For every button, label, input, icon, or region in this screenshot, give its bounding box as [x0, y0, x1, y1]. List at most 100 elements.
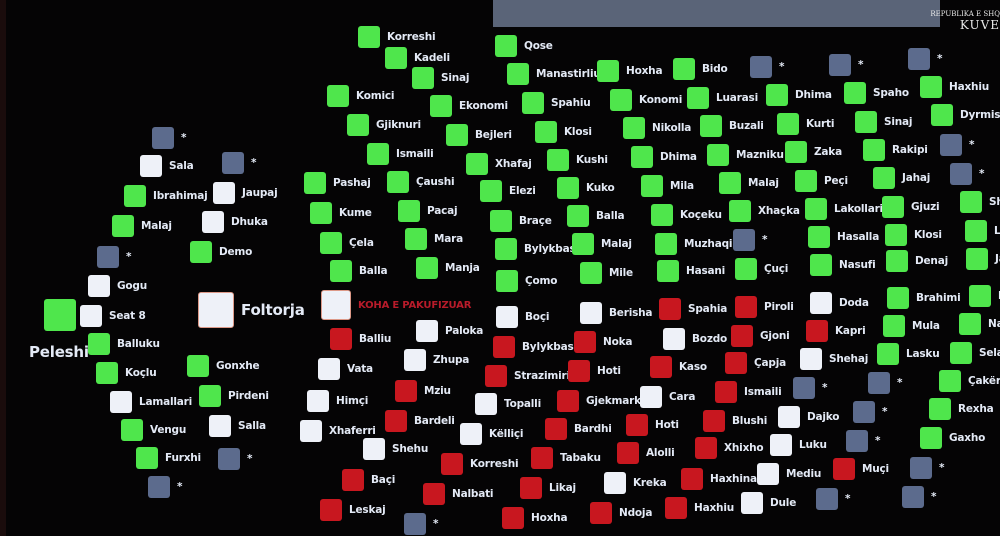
vote-indicator-yes — [416, 257, 438, 279]
member-name: Nikolla — [652, 122, 692, 134]
member-seat: Demo — [190, 241, 252, 263]
member-seat: Gjuzi — [882, 196, 940, 218]
member-seat: Leskaj — [320, 499, 386, 521]
member-seat: * — [908, 48, 943, 70]
member-name: Bu — [998, 290, 1000, 302]
member-name: Dhuka — [231, 216, 268, 228]
member-name: Baçi — [371, 474, 396, 486]
vote-indicator-abstain — [307, 390, 329, 412]
vote-indicator-yes — [387, 171, 409, 193]
member-seat: Çela — [320, 232, 374, 254]
vote-indicator-absent — [902, 486, 924, 508]
vote-indicator-abstain — [663, 328, 685, 350]
vote-indicator-yes — [580, 262, 602, 284]
member-seat: Baçi — [342, 469, 395, 491]
vote-indicator-yes — [795, 170, 817, 192]
member-name: Rakipi — [892, 144, 928, 156]
member-name: Elezi — [509, 185, 536, 197]
member-name: Klosi — [564, 126, 592, 138]
member-seat: Malaj — [572, 233, 632, 255]
vote-indicator-no — [385, 410, 407, 432]
member-name: Jahaj — [902, 172, 931, 184]
member-name: Hasalla — [837, 231, 880, 243]
member-seat: Bu — [969, 285, 1000, 307]
member-name: Spahia — [688, 303, 728, 315]
member-name: Cara — [669, 391, 696, 403]
vote-indicator-no — [695, 437, 717, 459]
vote-indicator-abstain — [757, 463, 779, 485]
member-seat: Koçlu — [96, 362, 157, 384]
member-name: * — [247, 453, 253, 465]
member-name: Bardeli — [414, 415, 455, 427]
member-seat: Klosi — [535, 121, 592, 143]
member-seat: Haxhiu — [665, 497, 734, 519]
member-name: Haxhiu — [949, 81, 989, 93]
member-seat: Kapri — [806, 320, 866, 342]
vote-indicator-yes — [808, 226, 830, 248]
member-seat: Gjekmarkaj — [557, 390, 651, 412]
vote-indicator-abstain — [496, 306, 518, 328]
vote-indicator-yes — [112, 215, 134, 237]
member-name: Vata — [347, 363, 373, 375]
member-name: Blushi — [732, 415, 768, 427]
member-seat: Likaj — [520, 477, 576, 499]
member-name: Pashaj — [333, 177, 371, 189]
member-seat: Rexha — [929, 398, 994, 420]
member-seat: Nikolla — [623, 117, 691, 139]
vote-indicator-absent — [853, 401, 875, 423]
vote-indicator-absent — [868, 372, 890, 394]
vote-indicator-yes — [121, 419, 143, 441]
member-seat: * — [846, 430, 881, 452]
vote-indicator-yes — [623, 117, 645, 139]
member-seat: Haxhiu — [920, 76, 989, 98]
vote-indicator-yes — [495, 35, 517, 57]
member-seat: * — [853, 401, 888, 423]
member-seat: Vengu — [121, 419, 186, 441]
member-name: Bozdo — [692, 333, 728, 345]
member-name: Ndoja — [619, 507, 653, 519]
member-seat: Shal — [960, 191, 1000, 213]
member-name: Malaj — [141, 220, 172, 232]
member-name: Bejleri — [475, 129, 512, 141]
member-seat: Korreshi — [358, 26, 436, 48]
member-name: Pacaj — [427, 205, 458, 217]
vote-indicator-abstain — [770, 434, 792, 456]
member-seat: Pacaj — [398, 200, 458, 222]
vote-indicator-no — [617, 442, 639, 464]
member-name: Çakërri — [968, 375, 1000, 387]
vote-indicator-no — [659, 298, 681, 320]
member-seat: Mile — [580, 262, 633, 284]
logo-line-1: REPUBLIKA E SHQ — [930, 10, 1000, 18]
member-seat: * — [733, 229, 768, 251]
member-seat: Malaj — [719, 172, 779, 194]
vote-indicator-abstain — [778, 406, 800, 428]
vote-indicator-abstain — [810, 292, 832, 314]
member-seat: Spahiu — [522, 92, 591, 114]
time-status-label: KOHA E PAKUFIZUAR — [358, 299, 472, 311]
member-seat: Berisha — [580, 302, 653, 324]
vote-indicator-yes — [96, 362, 118, 384]
vote-indicator-yes — [651, 204, 673, 226]
vote-indicator-yes — [320, 232, 342, 254]
vote-indicator-abstain — [318, 358, 340, 380]
member-seat: Sala — [140, 155, 194, 177]
member-seat: * — [868, 372, 903, 394]
member-name: Shehaj — [829, 353, 869, 365]
member-seat: Zaka — [785, 141, 842, 163]
vote-indicator-abstain — [460, 423, 482, 445]
vote-indicator-yes — [495, 238, 517, 260]
member-seat: Braçe — [490, 210, 552, 232]
member-seat: Lla — [965, 220, 1000, 242]
member-seat: Gjoni — [731, 325, 790, 347]
member-name: Spahiu — [551, 97, 591, 109]
vote-indicator-abstain — [580, 302, 602, 324]
member-name: Spaho — [873, 87, 909, 99]
member-seat: Muçi — [833, 458, 889, 480]
member-name: * — [251, 157, 257, 169]
header-panel — [493, 0, 940, 27]
member-name: Ismaili — [744, 386, 782, 398]
vote-indicator-yes — [966, 248, 988, 270]
member-name: Pirdeni — [228, 390, 269, 402]
vote-indicator-yes — [507, 63, 529, 85]
member-name: Bylykbashi — [524, 243, 587, 255]
